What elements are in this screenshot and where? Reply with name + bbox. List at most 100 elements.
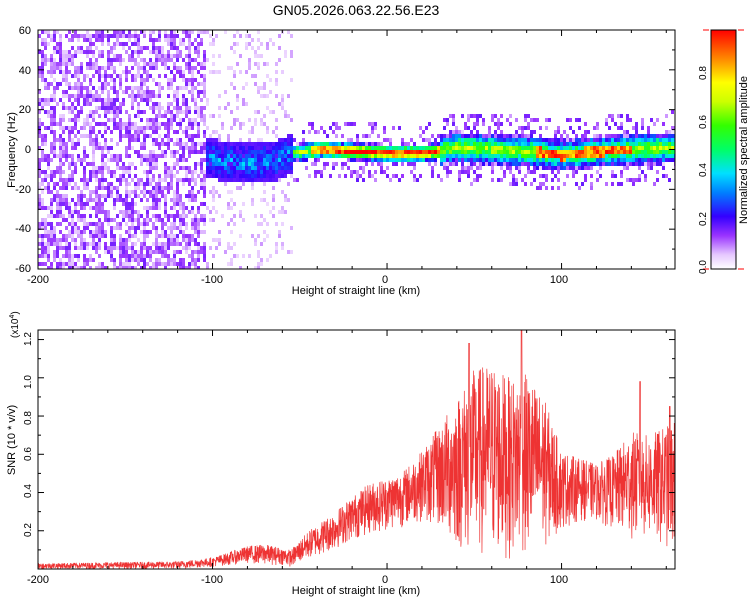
heatmap-cell	[596, 142, 599, 146]
heatmap-cell	[431, 170, 434, 174]
heatmap-cell	[143, 146, 146, 150]
heatmap-cell	[569, 142, 572, 146]
heatmap-cell	[113, 118, 116, 122]
heatmap-cell	[551, 170, 554, 174]
heatmap-cell	[200, 218, 203, 222]
heatmap-cell	[125, 206, 128, 210]
heatmap-cell	[89, 162, 92, 166]
heatmap-cell	[644, 150, 647, 154]
heatmap-cell	[146, 170, 149, 174]
heatmap-cell	[170, 110, 173, 114]
heatmap-cell	[272, 110, 275, 114]
heatmap-cell	[479, 150, 482, 154]
heatmap-cell	[410, 146, 413, 150]
heatmap-cell	[128, 58, 131, 62]
heatmap-cell	[575, 134, 578, 138]
heatmap-cell	[140, 58, 143, 62]
heatmap-cell	[101, 230, 104, 234]
heatmap-cell	[170, 178, 173, 182]
heatmap-cell	[197, 70, 200, 74]
heatmap-cell	[53, 34, 56, 38]
heatmap-cell	[596, 138, 599, 142]
heatmap-cell	[155, 66, 158, 70]
heatmap-cell	[212, 174, 215, 178]
heatmap-cell	[182, 110, 185, 114]
heatmap-cell	[668, 154, 671, 158]
heatmap-cell	[68, 86, 71, 90]
heatmap-cell	[569, 166, 572, 170]
heatmap-cell	[281, 170, 284, 174]
heatmap-cell	[116, 110, 119, 114]
heatmap-cell	[203, 158, 206, 162]
heatmap-cell	[116, 126, 119, 130]
heatmap-cell	[116, 58, 119, 62]
heatmap-cell	[428, 154, 431, 158]
heatmap-cell	[275, 118, 278, 122]
heatmap-cell	[44, 126, 47, 130]
heatmap-cell	[53, 30, 56, 34]
heatmap-cell	[68, 134, 71, 138]
heatmap-cell	[47, 222, 50, 226]
heatmap-cell	[407, 158, 410, 162]
heatmap-cell	[101, 222, 104, 226]
heatmap-cell	[542, 182, 545, 186]
heatmap-cell	[524, 182, 527, 186]
heatmap-cell	[464, 170, 467, 174]
heatmap-cell	[494, 162, 497, 166]
heatmap-cell	[71, 86, 74, 90]
heatmap-cell	[452, 158, 455, 162]
heatmap-cell	[104, 98, 107, 102]
heatmap-cell	[401, 154, 404, 158]
heatmap-cell	[599, 162, 602, 166]
heatmap-cell	[74, 30, 77, 34]
heatmap-cell	[215, 70, 218, 74]
heatmap-cell	[173, 226, 176, 230]
heatmap-cell	[272, 198, 275, 202]
heatmap-cell	[479, 158, 482, 162]
heatmap-cell	[110, 186, 113, 190]
heatmap-cell	[494, 138, 497, 142]
heatmap-cell	[428, 138, 431, 142]
heatmap-cell	[476, 162, 479, 166]
heatmap-cell	[137, 50, 140, 54]
heatmap-cell	[374, 126, 377, 130]
heatmap-cell	[518, 134, 521, 138]
heatmap-cell	[137, 34, 140, 38]
heatmap-cell	[215, 170, 218, 174]
heatmap-cell	[170, 230, 173, 234]
heatmap-cell	[272, 146, 275, 150]
heatmap-cell	[113, 206, 116, 210]
heatmap-cell	[131, 106, 134, 110]
heatmap-cell	[236, 62, 239, 66]
heatmap-cell	[212, 38, 215, 42]
heatmap-cell	[203, 90, 206, 94]
heatmap-cell	[212, 238, 215, 242]
heatmap-cell	[38, 262, 41, 266]
heatmap-cell	[95, 106, 98, 110]
heatmap-cell	[77, 94, 80, 98]
heatmap-cell	[188, 234, 191, 238]
heatmap-cell	[188, 42, 191, 46]
heatmap-cell	[185, 234, 188, 238]
heatmap-cell	[125, 198, 128, 202]
heatmap-cell	[503, 170, 506, 174]
heatmap-cell	[659, 134, 662, 138]
heatmap-cell	[107, 186, 110, 190]
heatmap-cell	[248, 170, 251, 174]
heatmap-cell	[584, 174, 587, 178]
heatmap-cell	[587, 142, 590, 146]
heatmap-cell	[392, 146, 395, 150]
heatmap-cell	[656, 162, 659, 166]
heatmap-cell	[149, 90, 152, 94]
heatmap-cell	[311, 154, 314, 158]
heatmap-cell	[578, 138, 581, 142]
heatmap-cell	[356, 142, 359, 146]
heatmap-cell	[125, 90, 128, 94]
heatmap-cell	[587, 158, 590, 162]
heatmap-cell	[509, 122, 512, 126]
heatmap-cell	[620, 182, 623, 186]
heatmap-cell	[95, 34, 98, 38]
heatmap-cell	[506, 162, 509, 166]
heatmap-cell	[242, 162, 245, 166]
heatmap-cell	[113, 30, 116, 34]
